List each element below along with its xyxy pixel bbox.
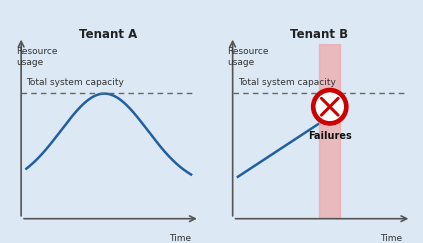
Text: Resource
usage: Resource usage [16,47,58,67]
Text: Resource
usage: Resource usage [228,47,269,67]
Title: Tenant B: Tenant B [290,28,349,41]
Text: Total system capacity: Total system capacity [26,78,124,87]
Bar [319,44,340,219]
Text: Total system capacity: Total system capacity [238,78,336,87]
Circle shape [312,88,348,125]
Text: Time: Time [169,234,191,243]
Circle shape [312,88,348,125]
Title: Tenant A: Tenant A [79,28,137,41]
Circle shape [316,93,343,120]
Text: Failures: Failures [308,131,352,141]
Text: Time: Time [380,234,403,243]
